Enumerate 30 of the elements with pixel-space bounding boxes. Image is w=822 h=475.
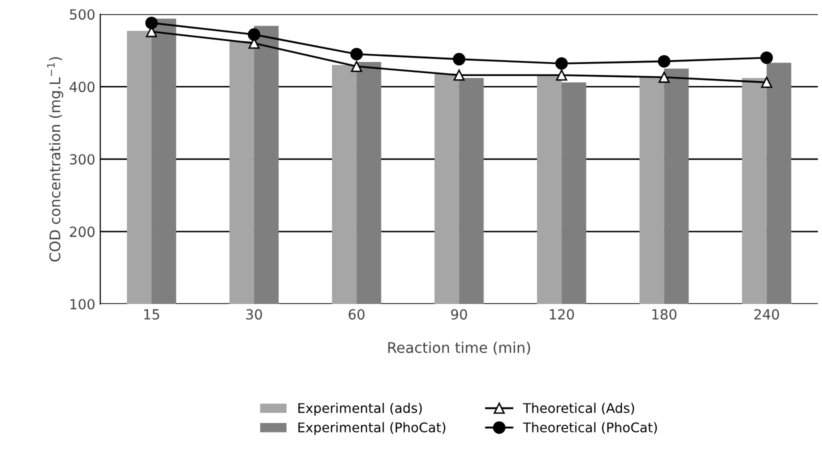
x-tick-label: 90 (451, 309, 467, 320)
point (350, 48, 363, 60)
point (351, 60, 362, 72)
y-tick-label: 200 (70, 226, 94, 238)
x-tick-label: 15 (144, 309, 160, 320)
x-tick-label: 240 (754, 309, 779, 320)
point (248, 28, 260, 41)
y-tick-label: 500 (70, 9, 94, 20)
point (760, 51, 773, 64)
point (145, 16, 158, 30)
y-tick-label: 300 (70, 154, 94, 165)
x-tick-label: 180 (652, 309, 676, 320)
point (555, 57, 568, 70)
x-tick-label: 60 (348, 309, 364, 320)
x-axis-title: Reaction time (min) (388, 342, 530, 355)
legend-label: Experimental (PhoCat) (298, 422, 446, 435)
y-tick-label: 400 (70, 82, 94, 92)
point (761, 76, 772, 88)
point (658, 55, 670, 68)
point (452, 52, 466, 66)
legend-label: Theoretical (PhoCat) (522, 422, 657, 434)
point (556, 70, 568, 81)
point (658, 72, 670, 83)
y-tick-label: 100 (70, 298, 94, 310)
y-axis-title: COD concentration (mg.L$^{−1}$) (47, 57, 64, 262)
x-tick-label: 30 (246, 309, 262, 320)
point (454, 70, 465, 81)
legend-label: Theoretical (Ads) (522, 402, 634, 415)
x-tick-label: 120 (550, 309, 574, 320)
legend-label: Experimental (ads) (298, 402, 422, 416)
